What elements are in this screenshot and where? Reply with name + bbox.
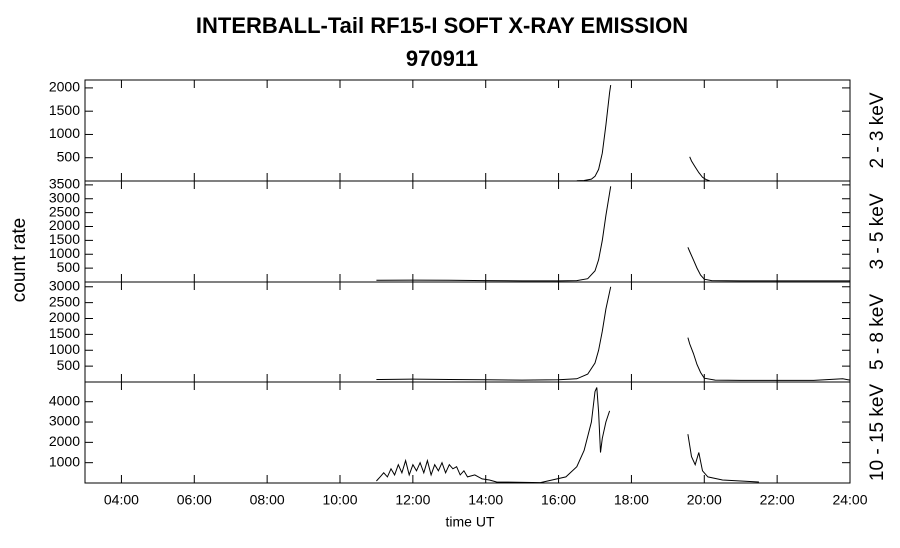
y-tick-label: 3500 <box>49 176 80 192</box>
x-tick-label: 10:00 <box>322 492 357 508</box>
y-tick-label: 2000 <box>49 433 80 449</box>
y-tick-label: 2000 <box>49 217 80 233</box>
x-tick-label: 06:00 <box>177 492 212 508</box>
data-line <box>576 85 710 182</box>
panel-frame <box>84 281 851 383</box>
x-tick-label: 14:00 <box>468 492 503 508</box>
x-tick-label: 04:00 <box>104 492 139 508</box>
y-tick-label: 1000 <box>49 125 80 141</box>
y-tick-label: 3000 <box>49 277 80 293</box>
x-tick-label: 12:00 <box>395 492 430 508</box>
y-tick-label: 500 <box>57 357 81 373</box>
panel-label: 2 - 3 keV <box>867 92 888 168</box>
x-tick-label: 16:00 <box>541 492 576 508</box>
y-tick-label: 1000 <box>49 341 80 357</box>
chart-title: INTERBALL-Tail RF15-I SOFT X-RAY EMISSIO… <box>196 13 688 38</box>
y-axis-label: count rate <box>9 218 30 303</box>
y-tick-label: 1500 <box>49 102 80 118</box>
x-axis-label: time UT <box>446 514 495 530</box>
panel-frame <box>84 180 851 283</box>
y-tick-label: 2000 <box>49 309 80 325</box>
chart-subtitle: 970911 <box>406 46 478 71</box>
y-tick-label: 500 <box>57 148 81 164</box>
x-tick-label: 24:00 <box>832 492 867 508</box>
data-line <box>376 186 850 282</box>
data-line <box>376 387 759 484</box>
y-tick-label: 1000 <box>49 245 80 261</box>
panel-frame <box>84 381 851 484</box>
x-tick-label: 18:00 <box>614 492 649 508</box>
y-tick-label: 2000 <box>49 79 80 95</box>
y-tick-label: 4000 <box>49 392 80 408</box>
panel-label: 3 - 5 keV <box>867 193 888 269</box>
y-tick-label: 1500 <box>49 325 80 341</box>
y-tick-label: 3000 <box>49 189 80 205</box>
y-tick-label: 2500 <box>49 203 80 219</box>
panel-label: 10 - 15 keV <box>867 384 888 481</box>
y-tick-label: 1000 <box>49 453 80 469</box>
panel-label: 5 - 8 keV <box>867 294 888 370</box>
y-tick-label: 500 <box>57 259 81 275</box>
x-tick-label: 20:00 <box>687 492 722 508</box>
panel-frame <box>84 79 851 182</box>
y-tick-label: 1500 <box>49 231 80 247</box>
data-line <box>376 286 851 381</box>
y-tick-label: 2500 <box>49 293 80 309</box>
x-tick-label: 08:00 <box>250 492 285 508</box>
y-tick-label: 3000 <box>49 413 80 429</box>
x-tick-label: 22:00 <box>760 492 795 508</box>
